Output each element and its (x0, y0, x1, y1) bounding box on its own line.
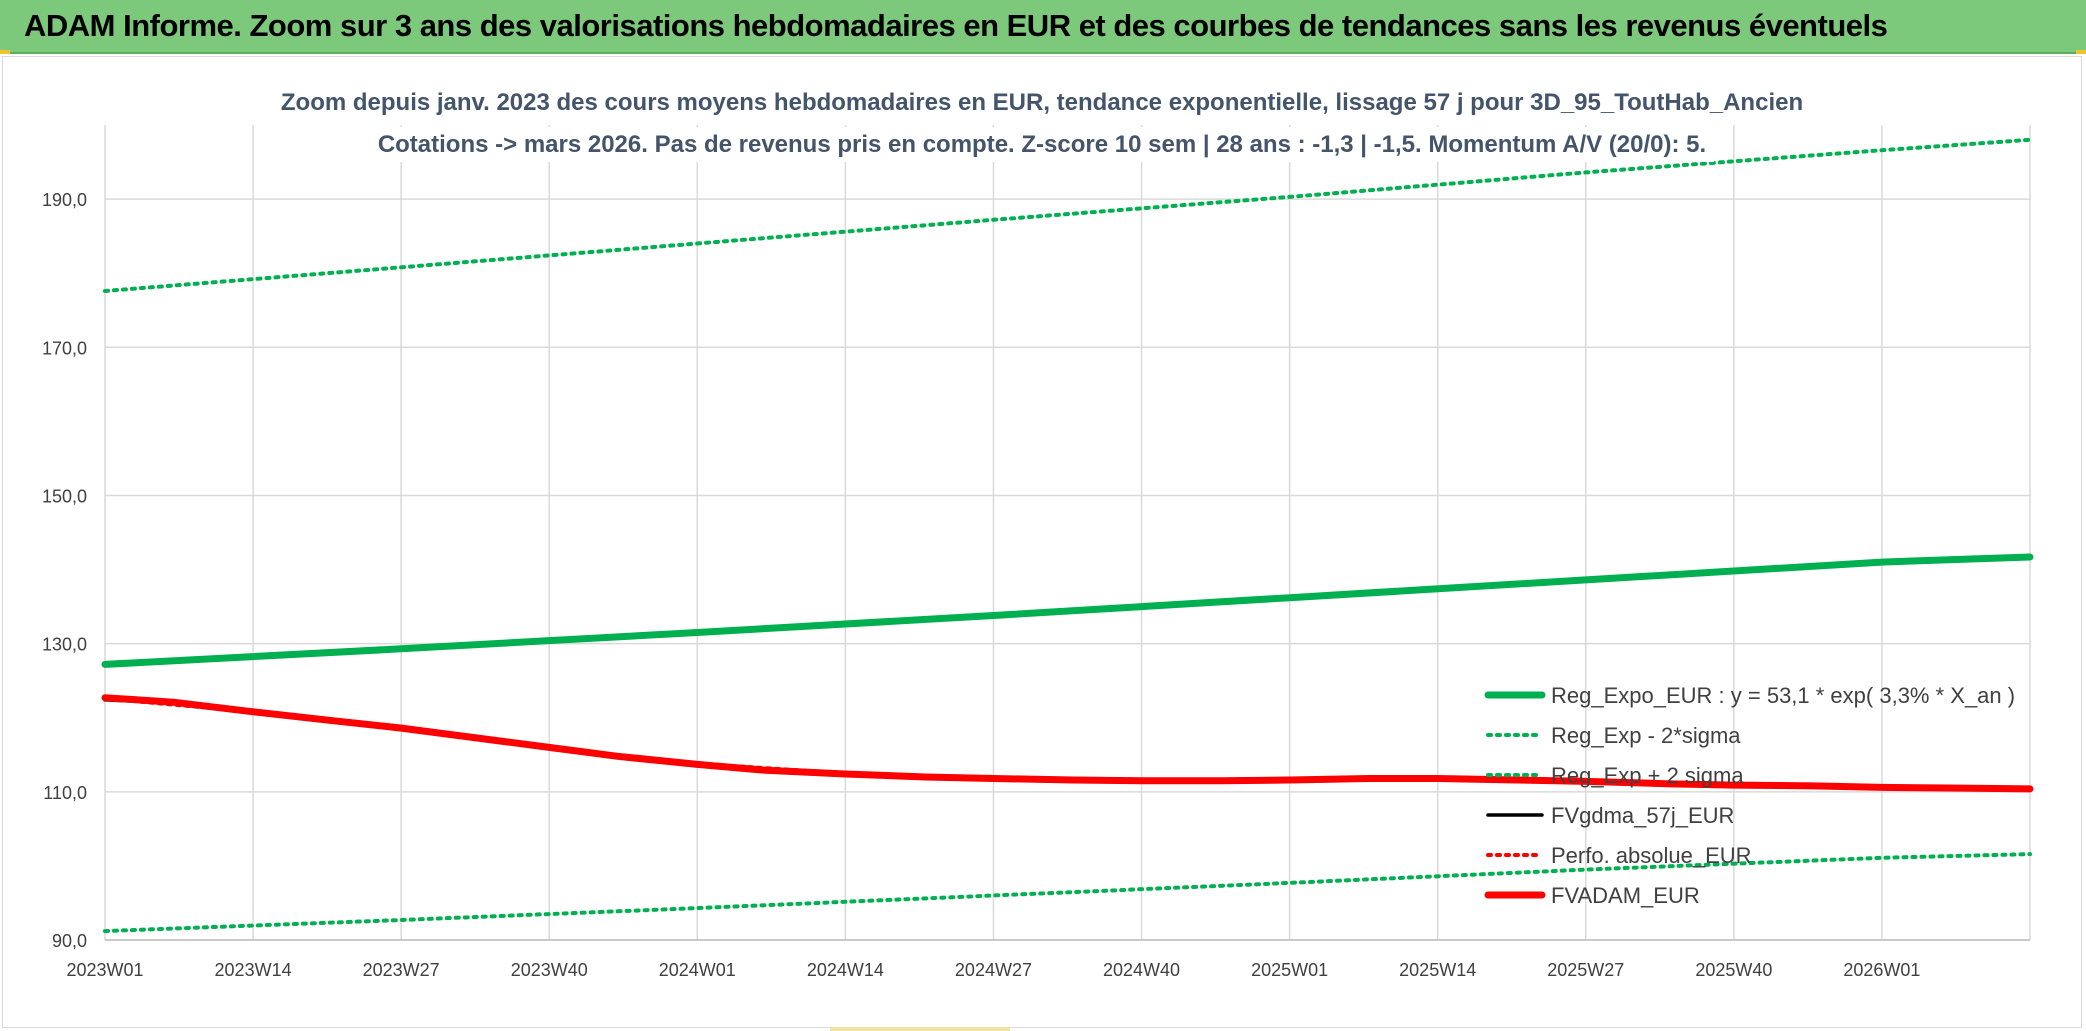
y-tick-label: 150,0 (42, 486, 87, 506)
x-tick-label: 2025W14 (1399, 960, 1476, 980)
banner-corner-right (2076, 50, 2086, 54)
x-tick-label: 2025W01 (1251, 960, 1328, 980)
chart-title: Zoom depuis janv. 2023 des cours moyens … (281, 89, 1803, 116)
chart-subtitle: Cotations -> mars 2026. Pas de revenus p… (378, 131, 1706, 158)
series-line-2 (103, 137, 2032, 293)
y-tick-label: 90,0 (52, 931, 87, 951)
x-tick-label: 2024W40 (1103, 960, 1180, 980)
series-line-5 (101, 694, 2034, 793)
series-line-0 (101, 553, 2034, 668)
x-tick-label: 2025W40 (1695, 960, 1772, 980)
y-tick-label: 190,0 (42, 190, 87, 210)
x-tick-label: 2024W01 (659, 960, 736, 980)
x-tick-label: 2023W40 (511, 960, 588, 980)
chart-frame (2, 56, 2082, 1028)
legend-label-0: Reg_Expo_EUR : y = 53,1 * exp( 3,3% * X_… (1551, 683, 2015, 708)
subtitle-backdrop (369, 127, 1715, 162)
banner-corner-left (0, 50, 10, 54)
x-tick-label: 2023W01 (66, 960, 143, 980)
series-line-1 (103, 852, 2032, 934)
series-layer (101, 137, 2034, 934)
x-tick-label: 2023W27 (363, 960, 440, 980)
legend: Reg_Expo_EUR : y = 53,1 * exp( 3,3% * X_… (1484, 683, 2015, 908)
y-tick-label: 110,0 (43, 783, 87, 803)
report-banner: ADAM Informe. Zoom sur 3 ans des valoris… (0, 0, 2086, 54)
grid-layer (104, 125, 2031, 941)
legend-label-3: FVgdma_57j_EUR (1551, 803, 1734, 828)
axis-layer: 90,0 110,0 130,0 150,0 170,0 190,0 2023W01 2023… (42, 190, 2030, 980)
x-tick-label: 2023W14 (215, 960, 292, 980)
legend-label-4: Perfo. absolue_EUR (1551, 843, 1752, 868)
x-tick-label: 2026W01 (1843, 960, 1920, 980)
report-title: ADAM Informe. Zoom sur 3 ans des valoris… (24, 8, 1888, 43)
legend-label-2: Reg_Exp + 2 sigma (1551, 763, 1744, 788)
y-tick-label: 170,0 (42, 338, 87, 358)
y-tick-label: 130,0 (42, 635, 87, 655)
x-tick-label: 2024W27 (955, 960, 1032, 980)
x-tick-label: 2024W14 (807, 960, 884, 980)
bottom-scroll-marker (830, 1027, 1010, 1031)
legend-label-1: Reg_Exp - 2*sigma (1551, 723, 1741, 748)
legend-label-5: FVADAM_EUR (1551, 883, 1700, 908)
x-tick-label: 2025W27 (1547, 960, 1624, 980)
